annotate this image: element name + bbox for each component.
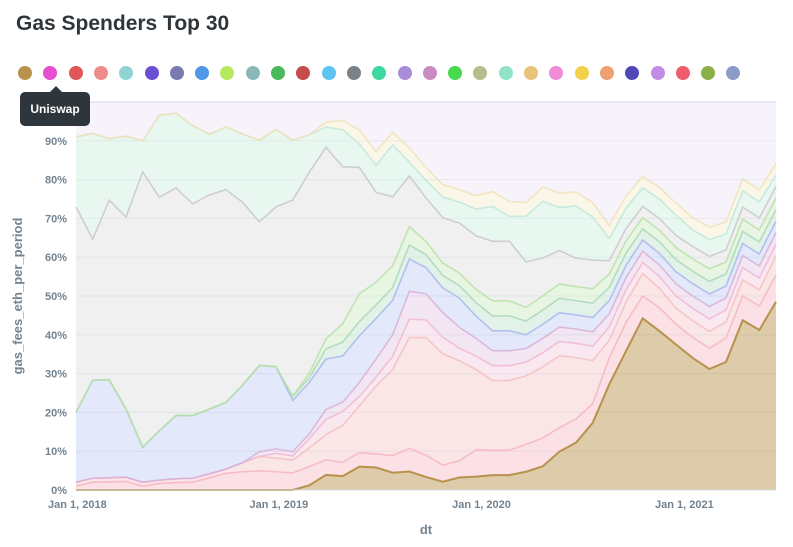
legend-item-26[interactable]: [650, 66, 665, 80]
legend-item-20[interactable]: [498, 66, 513, 80]
y-tick-label: 60%: [45, 252, 67, 264]
legend-item-3[interactable]: [68, 66, 83, 80]
legend-item-18[interactable]: [448, 66, 463, 80]
legend-item-13[interactable]: [321, 66, 336, 80]
y-tick-label: 80%: [45, 175, 67, 187]
x-tick-label: Jan 1, 2020: [452, 499, 511, 511]
area-series-7[interactable]: [76, 209, 776, 448]
area-series-10[interactable]: [76, 113, 776, 262]
legend-item-14[interactable]: [346, 66, 361, 80]
area-series-6[interactable]: [76, 221, 776, 483]
legend-item-28[interactable]: [701, 66, 716, 80]
legend-item-10[interactable]: [245, 66, 260, 80]
legend-item-8[interactable]: [195, 66, 210, 80]
legend-item-1[interactable]: [18, 66, 32, 80]
area-series-3[interactable]: [76, 255, 776, 487]
legend-item-11[interactable]: [271, 66, 285, 80]
legend-item-24[interactable]: [599, 66, 614, 80]
line-series-2[interactable]: [75, 274, 777, 487]
y-tick-label: 90%: [45, 136, 67, 148]
x-tick-label: Jan 1, 2021: [655, 499, 714, 511]
area-series-8[interactable]: [76, 198, 776, 448]
legend-item-5[interactable]: [119, 66, 134, 80]
y-tick-label: 10%: [45, 446, 67, 458]
legend-tooltip: Uniswap: [20, 86, 90, 126]
legend-item-15[interactable]: [372, 66, 387, 80]
y-tick-label: 30%: [45, 369, 67, 381]
line-series-5[interactable]: [75, 232, 777, 484]
chart-title: Gas Spenders Top 30: [16, 12, 230, 35]
legend-item-23[interactable]: [574, 66, 589, 80]
line-series-8[interactable]: [75, 197, 777, 449]
legend-item-19[interactable]: [473, 66, 488, 80]
area-series-1[interactable]: [76, 301, 776, 490]
x-tick-label: Jan 1, 2019: [249, 499, 308, 511]
line-series-11[interactable]: [75, 112, 777, 229]
y-axis-label: gas_fees_eth_per_period: [10, 218, 25, 375]
legend-item-7[interactable]: [169, 66, 184, 80]
y-tick-label: 0%: [51, 485, 67, 497]
legend-item-9[interactable]: [220, 66, 235, 80]
area-series-11[interactable]: [76, 113, 776, 240]
x-tick-label: Jan 1, 2018: [48, 499, 107, 511]
legend-item-25[interactable]: [625, 66, 640, 80]
legend-item-21[interactable]: [524, 66, 538, 80]
legend-item-22[interactable]: [549, 66, 564, 80]
y-tick-label: 20%: [45, 407, 67, 419]
area-series-9[interactable]: [76, 147, 776, 448]
legend-item-29[interactable]: [726, 66, 741, 80]
line-series-9[interactable]: [75, 146, 777, 263]
x-axis-label: dt: [420, 522, 433, 537]
y-tick-label: 40%: [45, 330, 67, 342]
y-tick-label: 50%: [45, 291, 67, 303]
legend-item-27[interactable]: [675, 66, 690, 80]
legend-item-16[interactable]: [397, 66, 412, 80]
legend-item-2[interactable]: [43, 66, 58, 80]
legend-item-12[interactable]: [296, 66, 311, 80]
y-tick-label: 70%: [45, 213, 67, 225]
legend-item-6[interactable]: [144, 66, 159, 80]
legend-item-4[interactable]: [93, 66, 108, 80]
area-series-12[interactable]: [76, 102, 776, 228]
legend-item-17[interactable]: [422, 66, 437, 80]
